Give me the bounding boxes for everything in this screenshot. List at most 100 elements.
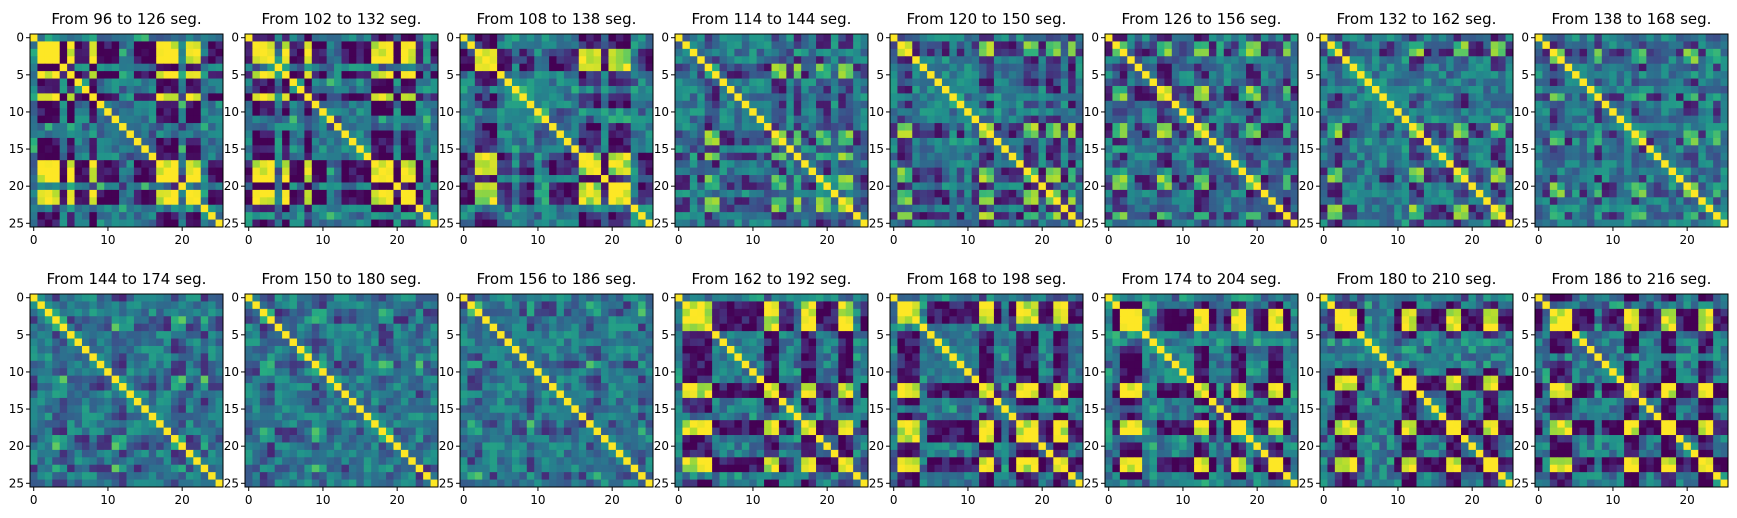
heatmap-cell: [1179, 93, 1188, 102]
heatmap-cell: [860, 182, 869, 191]
heatmap-cell: [371, 115, 380, 124]
heatmap-cell: [1327, 108, 1336, 117]
heatmap-cell: [460, 93, 468, 102]
heatmap-cell: [326, 48, 335, 57]
heatmap-cell: [511, 130, 520, 139]
heatmap-cell: [96, 108, 105, 117]
heatmap-cell: [133, 71, 142, 79]
heatmap-cell: [1327, 63, 1336, 72]
heatmap-cell: [623, 182, 632, 191]
heatmap-cell: [1394, 63, 1403, 72]
heatmap-cell: [1060, 175, 1069, 183]
heatmap-cell: [133, 41, 142, 50]
heatmap-cell: [786, 189, 795, 198]
heatmap-cell: [267, 108, 276, 117]
heatmap-cell: [1038, 182, 1047, 191]
heatmap-cell: [1179, 130, 1188, 139]
x-tick-label: 20: [1250, 233, 1265, 247]
heatmap-cell: [786, 34, 795, 42]
heatmap-cell: [52, 78, 61, 87]
heatmap-cell: [793, 100, 802, 109]
heatmap-cell: [1208, 71, 1217, 79]
heatmap-cell: [356, 78, 365, 87]
heatmap-cell: [712, 219, 720, 228]
heatmap-cell: [756, 108, 765, 117]
heatmap-cell: [615, 204, 624, 213]
heatmap-cell: [334, 137, 342, 146]
heatmap-cell: [311, 71, 320, 79]
heatmap-cell: [993, 71, 1002, 79]
heatmap-cell: [1423, 160, 1432, 169]
heatmap-cell: [1045, 130, 1054, 139]
y-tick-label: 0: [16, 31, 24, 45]
heatmap-cell: [200, 167, 209, 176]
heatmap-cell: [979, 48, 987, 57]
heatmap-cell: [252, 48, 261, 57]
heatmap-cell: [675, 93, 683, 102]
heatmap-cell: [1364, 152, 1373, 161]
heatmap-cell: [1720, 56, 1729, 65]
heatmap-cell: [386, 85, 394, 94]
heatmap-cell: [334, 189, 342, 198]
heatmap-cell: [1023, 100, 1032, 109]
heatmap-cell: [1268, 197, 1277, 206]
heatmap-cell: [348, 160, 357, 169]
heatmap-cell: [638, 130, 646, 139]
heatmap-cell: [1134, 85, 1143, 94]
heatmap-cell: [623, 100, 632, 109]
heatmap-cell: [1468, 123, 1477, 131]
heatmap-cell: [1127, 145, 1136, 154]
heatmap-cell: [534, 115, 543, 124]
heatmap-cell: [764, 108, 772, 117]
heatmap-cell: [274, 85, 283, 94]
heatmap-cell: [593, 152, 602, 161]
heatmap-cell: [267, 34, 276, 42]
heatmap-cell: [1416, 219, 1425, 228]
heatmap-cell: [1171, 204, 1180, 213]
heatmap-cell: [1171, 160, 1180, 169]
heatmap-cell: [497, 219, 505, 228]
heatmap-cell: [1045, 48, 1054, 57]
heatmap-cell: [386, 93, 394, 102]
heatmap-cell: [1149, 204, 1158, 213]
heatmap-cell: [193, 212, 202, 220]
heatmap-cell: [482, 34, 491, 42]
heatmap-cell: [511, 219, 520, 228]
heatmap-cell: [526, 85, 535, 94]
heatmap-cell: [415, 71, 424, 79]
heatmap-cell: [474, 197, 483, 206]
heatmap-cell: [934, 130, 943, 139]
heatmap-cell: [356, 212, 365, 220]
heatmap-cell: [675, 137, 683, 146]
heatmap-cell: [259, 130, 268, 139]
heatmap-cell: [1394, 130, 1403, 139]
heatmap-cell: [1468, 48, 1477, 57]
heatmap-cell: [601, 78, 609, 87]
heatmap-cell: [400, 197, 409, 206]
heatmap-cell: [1156, 34, 1165, 42]
heatmap-cell: [1342, 175, 1351, 183]
heatmap-cell: [44, 34, 53, 42]
heatmap-cell: [719, 108, 728, 117]
heatmap-cell: [1549, 63, 1558, 72]
heatmap-cell: [393, 63, 402, 72]
heatmap-cell: [1060, 63, 1069, 72]
heatmap-cell: [1409, 130, 1417, 139]
heatmap-cell: [645, 93, 654, 102]
heatmap-cell: [208, 182, 216, 191]
heatmap-cell: [319, 175, 328, 183]
heatmap-cell: [1334, 175, 1343, 183]
heatmap-cell: [1409, 100, 1417, 109]
heatmap-cell: [1468, 197, 1477, 206]
heatmap-cell: [30, 219, 38, 228]
heatmap-cell: [1075, 115, 1084, 124]
heatmap-cell: [801, 115, 810, 124]
heatmap-cell: [771, 108, 780, 117]
heatmap-cell: [1505, 41, 1514, 50]
heatmap-cell: [526, 197, 535, 206]
heatmap-cell: [1594, 48, 1603, 57]
heatmap-cell: [919, 189, 928, 198]
heatmap-cell: [504, 182, 513, 191]
heatmap-cell: [712, 78, 720, 87]
heatmap-cell: [126, 145, 135, 154]
